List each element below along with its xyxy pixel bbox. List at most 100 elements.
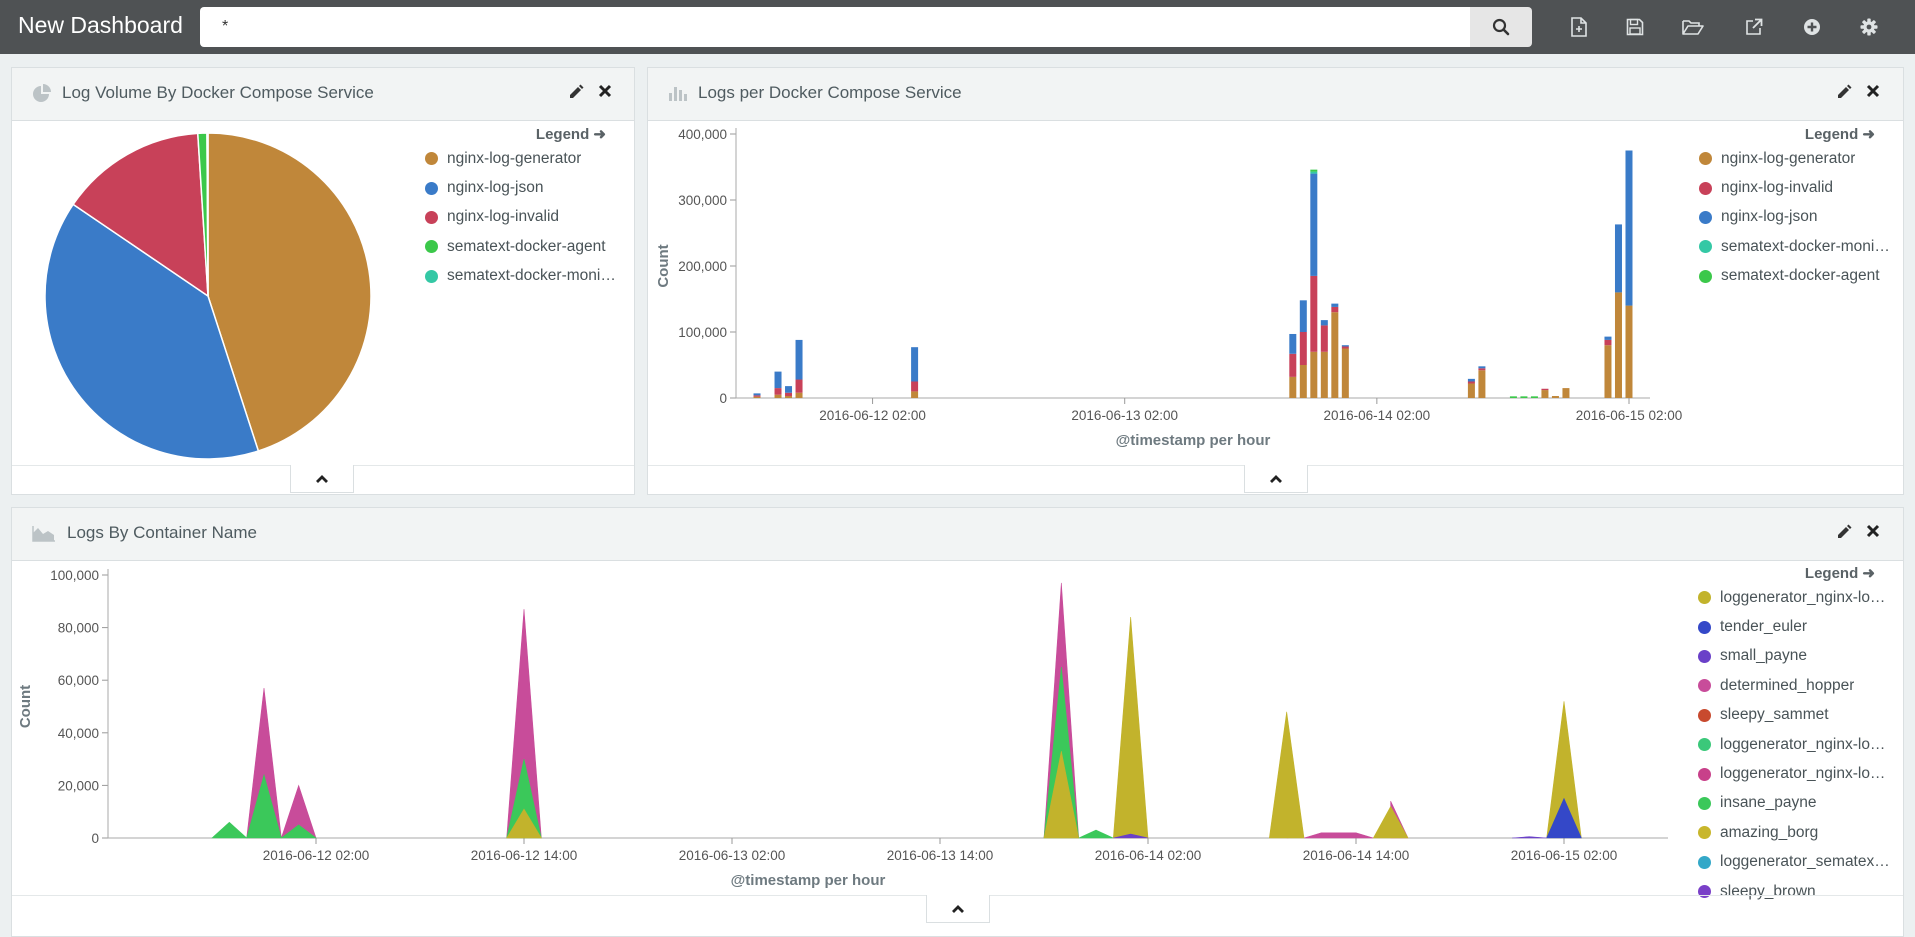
area-series-insane_payne[interactable] bbox=[280, 824, 317, 839]
bar-segment[interactable] bbox=[785, 392, 793, 397]
bar-segment[interactable] bbox=[774, 371, 782, 389]
pie-legend-toggle[interactable]: Legend ➜ bbox=[536, 125, 606, 143]
bar-segment[interactable] bbox=[795, 379, 803, 393]
bar-segment[interactable] bbox=[1604, 336, 1612, 340]
edit-icon[interactable] bbox=[1836, 84, 1852, 100]
pie-slice[interactable] bbox=[206, 132, 209, 297]
area-series-amazing_borg[interactable] bbox=[1043, 751, 1080, 839]
legend-item[interactable]: sleepy_sammet bbox=[1698, 701, 1904, 730]
legend-item[interactable]: nginx-log-json bbox=[425, 173, 635, 202]
legend-item[interactable]: tender_euler bbox=[1698, 612, 1904, 641]
bar-segment[interactable] bbox=[1625, 150, 1633, 306]
bar-segment[interactable] bbox=[795, 392, 803, 398]
bar-segment[interactable] bbox=[1331, 303, 1339, 307]
bar-segment[interactable] bbox=[753, 396, 761, 398]
bar-segment[interactable] bbox=[1478, 366, 1486, 369]
bar-segment[interactable] bbox=[1299, 300, 1307, 332]
area-series-determined_hopper[interactable] bbox=[1303, 832, 1374, 839]
area-collapse-toggle[interactable] bbox=[926, 895, 990, 923]
area-series-amazing_borg[interactable] bbox=[1372, 805, 1409, 839]
area-series-insane_payne[interactable] bbox=[211, 821, 248, 839]
legend-item[interactable]: sematext-docker-moni… bbox=[425, 262, 635, 291]
bar-segment[interactable] bbox=[1541, 388, 1549, 391]
pie-slice[interactable] bbox=[207, 132, 372, 452]
save-dashboard-button[interactable] bbox=[1622, 14, 1648, 40]
area-series-tender_euler[interactable] bbox=[1546, 797, 1582, 839]
area-legend-toggle[interactable]: Legend ➜ bbox=[1805, 564, 1875, 582]
bar-segment[interactable] bbox=[1530, 396, 1538, 398]
bar-segment[interactable] bbox=[1341, 345, 1349, 347]
bar-segment[interactable] bbox=[1331, 312, 1339, 398]
pie-slice[interactable] bbox=[44, 203, 260, 460]
close-icon[interactable] bbox=[1866, 524, 1880, 538]
open-dashboard-button[interactable] bbox=[1680, 14, 1706, 40]
bar-segment[interactable] bbox=[1551, 396, 1559, 398]
legend-item[interactable]: determined_hopper bbox=[1698, 671, 1904, 700]
bar-segment[interactable] bbox=[1310, 169, 1318, 172]
bar-segment[interactable] bbox=[1320, 325, 1328, 352]
legend-item[interactable]: sematext-docker-moni… bbox=[1699, 232, 1904, 261]
legend-item[interactable]: loggenerator_nginx-lo… bbox=[1698, 730, 1904, 759]
area-series-amazing_borg[interactable] bbox=[1268, 711, 1305, 839]
bar-segment[interactable] bbox=[1478, 368, 1486, 371]
area-series-small_payne[interactable] bbox=[1113, 833, 1149, 839]
area-series-insane_payne[interactable] bbox=[1078, 829, 1114, 839]
bar-segment[interactable] bbox=[1299, 365, 1307, 398]
bar-segment[interactable] bbox=[1310, 275, 1318, 352]
bar-segment[interactable] bbox=[911, 381, 919, 392]
pie-slice[interactable] bbox=[72, 132, 209, 298]
legend-item[interactable]: nginx-log-invalid bbox=[425, 203, 635, 232]
bar-segment[interactable] bbox=[1467, 383, 1475, 398]
legend-item[interactable]: insane_payne bbox=[1698, 789, 1904, 818]
query-input[interactable] bbox=[200, 7, 1470, 47]
bar-segment[interactable] bbox=[1331, 306, 1339, 313]
search-button[interactable] bbox=[1470, 7, 1532, 47]
bar-segment[interactable] bbox=[1541, 390, 1549, 398]
bar-segment[interactable] bbox=[1562, 388, 1570, 398]
bar-segment[interactable] bbox=[1478, 370, 1486, 398]
bar-segment[interactable] bbox=[795, 339, 803, 380]
area-series-small_payne[interactable] bbox=[1511, 836, 1547, 839]
bar-segment[interactable] bbox=[1520, 396, 1528, 398]
settings-button[interactable] bbox=[1856, 14, 1882, 40]
legend-item[interactable]: small_payne bbox=[1698, 642, 1904, 671]
bar-segment[interactable] bbox=[1467, 378, 1475, 382]
legend-item[interactable]: nginx-log-invalid bbox=[1699, 173, 1904, 202]
bar-segment[interactable] bbox=[1289, 376, 1297, 398]
bar-segment[interactable] bbox=[911, 391, 919, 398]
bar-segment[interactable] bbox=[1467, 381, 1475, 384]
bar-segment[interactable] bbox=[785, 396, 793, 398]
bar-collapse-toggle[interactable] bbox=[1244, 465, 1308, 493]
bar-segment[interactable] bbox=[1341, 348, 1349, 399]
legend-item[interactable]: loggenerator_nginx-lo… bbox=[1698, 583, 1904, 612]
bar-segment[interactable] bbox=[1509, 396, 1517, 398]
bar-segment[interactable] bbox=[1289, 353, 1297, 377]
edit-icon[interactable] bbox=[568, 84, 584, 100]
new-dashboard-button[interactable] bbox=[1566, 14, 1592, 40]
bar-segment[interactable] bbox=[1625, 305, 1633, 398]
bar-segment[interactable] bbox=[1320, 351, 1328, 398]
legend-item[interactable]: amazing_borg bbox=[1698, 818, 1904, 847]
share-dashboard-button[interactable] bbox=[1741, 14, 1767, 40]
bar-segment[interactable] bbox=[911, 347, 919, 382]
pie-collapse-toggle[interactable] bbox=[290, 465, 354, 493]
bar-segment[interactable] bbox=[1614, 292, 1622, 398]
bar-legend-toggle[interactable]: Legend ➜ bbox=[1805, 125, 1875, 143]
bar-segment[interactable] bbox=[774, 394, 782, 398]
legend-item[interactable]: loggenerator_sematex… bbox=[1698, 848, 1904, 877]
bar-segment[interactable] bbox=[753, 395, 761, 397]
legend-item[interactable]: sematext-docker-agent bbox=[1699, 262, 1904, 291]
area-series-amazing_borg[interactable] bbox=[506, 808, 542, 839]
bar-segment[interactable] bbox=[1310, 351, 1318, 398]
add-panel-button[interactable] bbox=[1799, 14, 1825, 40]
edit-icon[interactable] bbox=[1836, 524, 1852, 540]
bar-segment[interactable] bbox=[1320, 320, 1328, 326]
legend-item[interactable]: nginx-log-json bbox=[1699, 203, 1904, 232]
area-series-insane_payne[interactable] bbox=[246, 773, 282, 839]
legend-item[interactable]: nginx-log-generator bbox=[425, 144, 635, 173]
legend-item[interactable]: sematext-docker-agent bbox=[425, 232, 635, 261]
bar-segment[interactable] bbox=[1289, 333, 1297, 354]
bar-segment[interactable] bbox=[1341, 346, 1349, 349]
close-icon[interactable] bbox=[598, 84, 612, 98]
legend-item[interactable]: loggenerator_nginx-lo… bbox=[1698, 759, 1904, 788]
